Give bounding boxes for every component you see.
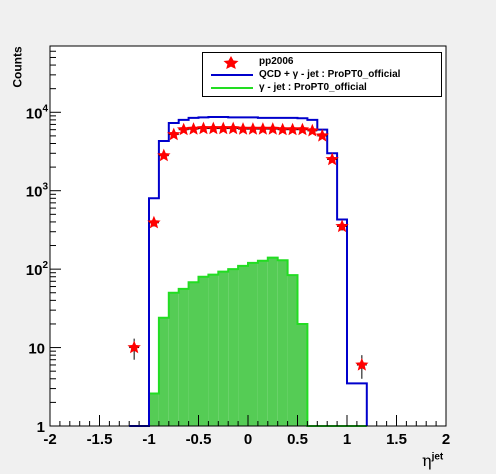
data-point [335,219,349,233]
star-marker [295,122,310,136]
gamma-jet-bin [218,271,229,426]
legend-entry-pp2006: pp2006 [203,55,441,69]
star-marker [335,219,349,233]
data-point [157,148,171,162]
star-marker [266,122,280,135]
legend-label: pp2006 [259,56,294,67]
star-marker [127,340,141,354]
star-marker [236,122,250,135]
x-axis-label-superscript: jet [431,451,444,463]
star-marker [177,122,191,136]
x-tick-label: 0 [244,431,252,448]
star-marker [285,122,300,136]
data-point [246,122,260,135]
x-tick-label: 1 [343,431,351,448]
gamma-jet-bin [257,260,268,426]
star-marker [196,121,211,135]
x-tick-label: 1.5 [386,431,407,448]
data-point [305,123,319,137]
legend-entry-gamma-jet: γ - jet : ProPT0_official [203,81,441,95]
data-point [206,121,220,135]
y-tick-label: 103 [26,182,49,201]
data-points-layer [127,121,369,379]
star-marker [157,148,171,162]
star-marker [246,122,260,135]
data-point [285,122,300,136]
gamma-jet-bin [178,288,189,426]
gamma-jet-bin [228,269,239,426]
star-marker [256,122,270,135]
qcd-step-line [129,116,368,427]
data-point [127,338,141,360]
legend-label: γ - jet : ProPT0_official [259,82,367,93]
data-point [355,355,369,379]
gamma-jet-bin [248,262,258,426]
x-tick-label: -2 [43,431,56,448]
x-tick-label: 0.5 [287,431,308,448]
gamma-jet-bin [158,317,169,426]
star-marker [186,122,201,135]
y-tick-label: 102 [26,260,49,279]
star-marker [216,121,230,135]
data-point [226,121,240,135]
gamma-jet-bin [188,282,199,426]
y-tick-label: 104 [26,103,49,122]
data-point [325,152,339,166]
green-line-icon [211,87,253,89]
data-point [276,122,290,136]
y-tick-label: 10 [28,341,45,358]
axis-layer [49,45,447,427]
gamma-jet-bin [277,260,288,426]
star-marker [325,152,339,166]
x-tick-label: -0.5 [186,431,212,448]
tick-labels-layer: -2 -1.5 -1 -0.5 0 0.5 1 1.5 2 1 10 102 103 104 [26,103,450,448]
gamma-jet-bin [198,276,209,426]
gamma-jet-bin [297,323,308,426]
gamma-jet-outline [129,256,367,427]
star-marker [226,121,240,135]
star-marker-icon [223,56,239,69]
plot-frame [49,45,447,427]
y-tick-label: 1 [37,419,45,436]
data-point [236,122,250,135]
gamma-jet-bin [168,292,179,426]
legend: pp2006 QCD + γ - jet : ProPT0_official γ… [202,52,442,97]
data-point [186,122,201,135]
star-marker [206,121,220,135]
star-marker [315,128,329,142]
qcd-line-layer [129,116,368,427]
star-marker [276,122,290,136]
data-point [177,122,191,136]
x-axis-label-symbol: η [422,451,432,470]
data-point [196,121,211,135]
x-tick-label: 2 [442,431,450,448]
y-axis-label: Counts [10,46,25,88]
gamma-jet-bin [287,275,298,426]
gamma-jet-bin [208,274,219,426]
data-point [266,122,280,135]
data-point [295,122,310,136]
gamma-jet-bin [149,393,159,426]
data-point [315,128,329,142]
x-axis-label: ηjet [422,451,443,470]
legend-label: QCD + γ - jet : ProPT0_official [259,69,401,80]
blue-line-icon [211,74,253,76]
data-point [167,127,181,141]
star-marker [147,215,161,229]
star-marker [167,127,181,141]
data-point [256,122,270,135]
gamma-jet-bin [267,257,278,426]
x-tick-label: -1.5 [87,431,113,448]
data-point [216,121,230,135]
gamma-jet-fill-layer [129,256,367,427]
gamma-jet-bin [238,265,248,426]
star-marker [355,358,369,371]
star-marker [305,123,319,137]
x-tick-label: -1 [142,431,155,448]
data-point [147,215,161,229]
legend-entry-qcd: QCD + γ - jet : ProPT0_official [203,68,441,82]
